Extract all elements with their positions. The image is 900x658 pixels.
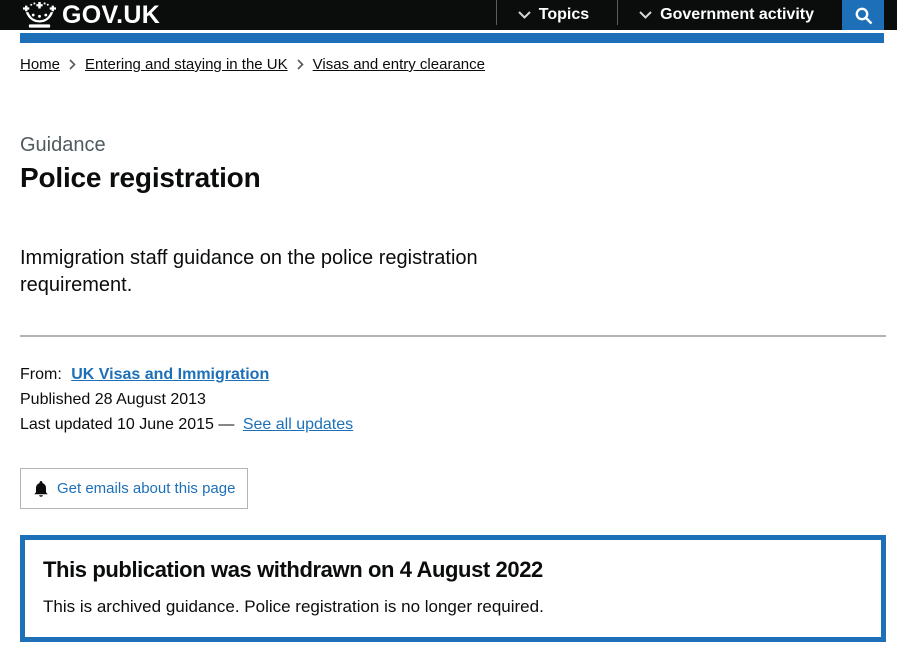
chevron-right-icon xyxy=(69,59,76,70)
search-button[interactable] xyxy=(842,0,884,30)
chevron-right-icon xyxy=(297,59,304,70)
withdrawn-notice: This publication was withdrawn on 4 Augu… xyxy=(20,535,886,642)
from-row: From: UK Visas and Immigration xyxy=(20,365,886,384)
breadcrumb: Home Entering and staying in the UK Visa… xyxy=(20,55,886,74)
govuk-logo[interactable]: GOV.UK xyxy=(23,2,160,28)
withdrawn-title: This publication was withdrawn on 4 Augu… xyxy=(43,557,543,582)
nav-item-label: Topics xyxy=(538,6,590,23)
nav-item-topics[interactable]: Topics xyxy=(497,0,617,30)
logo-text: GOV.UK xyxy=(62,0,161,29)
last-updated-text: Last updated 10 June 2015 — xyxy=(20,416,235,433)
nav-divider xyxy=(617,0,619,25)
header-bottom-border xyxy=(20,33,884,43)
published-row: Published 28 August 2013 xyxy=(20,391,206,408)
search-icon xyxy=(854,6,873,25)
nav-item-government-activity[interactable]: Government activity xyxy=(618,0,842,30)
publication-metadata: From: UK Visas and Immigration Published… xyxy=(20,365,886,434)
nav-divider xyxy=(495,0,497,25)
breadcrumb-link-entering-and-staying[interactable]: Entering and staying in the UK xyxy=(85,56,288,73)
header-nav: Topics Government activity xyxy=(495,0,884,30)
from-label: From: xyxy=(20,366,62,383)
get-emails-button[interactable]: Get emails about this page xyxy=(20,468,249,509)
last-updated-row: Last updated 10 June 2015 — See all upda… xyxy=(20,415,886,434)
bell-icon xyxy=(34,480,48,497)
breadcrumb-link-visas-and-entry-clearance[interactable]: Visas and entry clearance xyxy=(312,56,485,73)
section-divider xyxy=(20,335,886,337)
chevron-down-icon xyxy=(639,11,652,19)
get-emails-label: Get emails about this page xyxy=(57,480,236,497)
site-header: GOV.UK Topics Government activity xyxy=(0,0,897,30)
page-caption: Guidance xyxy=(20,134,106,156)
see-all-updates-link[interactable]: See all updates xyxy=(242,416,354,433)
breadcrumb-link-home[interactable]: Home xyxy=(20,56,61,73)
crown-icon xyxy=(23,2,56,28)
chevron-down-icon xyxy=(518,11,531,19)
page-title: Police registration xyxy=(20,162,261,193)
nav-item-label: Government activity xyxy=(660,6,814,23)
from-link[interactable]: UK Visas and Immigration xyxy=(71,366,270,383)
withdrawn-body: This is archived guidance. Police regist… xyxy=(43,597,544,616)
lead-paragraph: Immigration staff guidance on the police… xyxy=(20,247,478,296)
